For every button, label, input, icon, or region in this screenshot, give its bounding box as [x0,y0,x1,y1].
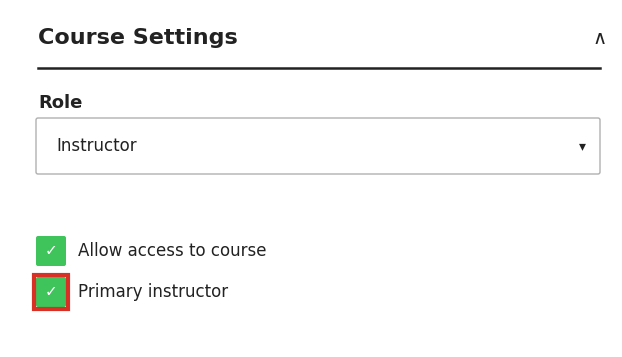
FancyBboxPatch shape [36,118,600,174]
FancyBboxPatch shape [36,236,66,266]
Text: Instructor: Instructor [56,137,137,155]
Text: Primary instructor: Primary instructor [78,283,228,301]
Text: ∧: ∧ [593,29,607,47]
Text: ✓: ✓ [45,285,57,300]
Text: Role: Role [38,94,82,112]
Text: Allow access to course: Allow access to course [78,242,266,260]
Bar [34,275,68,309]
Text: Course Settings: Course Settings [38,28,238,48]
Text: ✓: ✓ [45,243,57,258]
Text: ▾: ▾ [578,139,585,153]
FancyBboxPatch shape [36,277,66,307]
